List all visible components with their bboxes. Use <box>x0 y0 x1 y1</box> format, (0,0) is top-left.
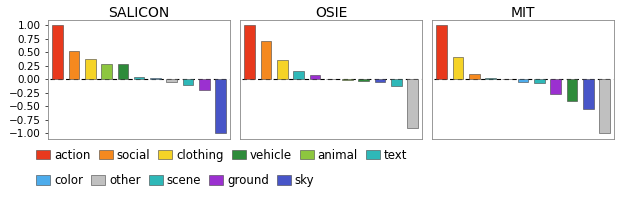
Bar <box>101 64 112 79</box>
Bar <box>407 79 418 128</box>
Bar <box>375 79 385 82</box>
Bar <box>550 79 561 94</box>
Bar <box>534 79 545 83</box>
Bar <box>518 79 529 82</box>
Bar <box>485 78 496 79</box>
Bar <box>567 79 577 101</box>
Bar <box>310 75 320 79</box>
Bar <box>215 79 226 133</box>
Bar <box>52 25 63 79</box>
Title: OSIE: OSIE <box>315 6 348 20</box>
Legend: action, social, clothing, vehicle, animal, text: action, social, clothing, vehicle, anima… <box>31 144 412 166</box>
Legend: color, other, scene, ground, sky: color, other, scene, ground, sky <box>31 170 319 192</box>
Bar <box>358 79 369 81</box>
Bar <box>293 71 304 79</box>
Bar <box>244 25 255 79</box>
Bar <box>599 79 610 133</box>
Bar <box>85 59 95 79</box>
Bar <box>452 56 463 79</box>
Bar <box>166 79 177 82</box>
Title: MIT: MIT <box>511 6 536 20</box>
Bar <box>118 64 128 79</box>
Bar <box>583 79 594 109</box>
Title: SALICON: SALICON <box>109 6 170 20</box>
Bar <box>134 77 145 79</box>
Bar <box>68 50 79 79</box>
Bar <box>199 79 210 90</box>
Bar <box>436 25 447 79</box>
Bar <box>183 79 193 85</box>
Bar <box>277 60 287 79</box>
Bar <box>391 79 402 86</box>
Bar <box>469 74 479 79</box>
Bar <box>342 79 353 80</box>
Bar <box>260 41 271 79</box>
Bar <box>150 78 161 79</box>
